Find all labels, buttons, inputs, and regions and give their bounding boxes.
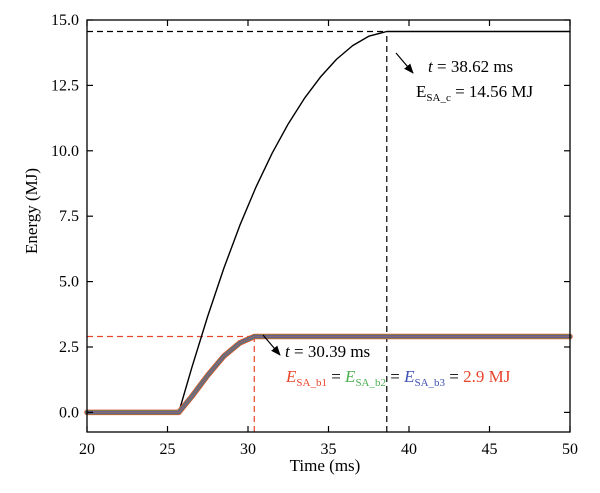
y-tick-label: 10.0 (51, 143, 79, 160)
x-tick-label: 50 (562, 441, 578, 458)
y-tick-label: 5.0 (59, 274, 79, 291)
axes-group: 20 25 30 35 40 45 50 0.0 2.5 5.0 7.5 10.0 12.5 15.0 (51, 12, 578, 458)
x-tick-label: 35 (321, 441, 337, 458)
y-tick-label: 7.5 (59, 208, 79, 225)
y-tick-label: 2.5 (59, 339, 79, 356)
y-tick-label: 0.0 (59, 404, 79, 421)
annotation-arrow-black (395, 52, 414, 74)
annotation-red-time: t = 30.39 ms (285, 342, 370, 361)
series-line-0 (86, 30, 571, 414)
x-tick-label: 30 (240, 441, 256, 458)
x-tick-label: 40 (401, 441, 417, 458)
x-tick-label: 45 (482, 441, 498, 458)
x-axis-label: Time (ms) (290, 456, 361, 475)
annotation-black-energy: ESA_c = 14.56 MJ (416, 82, 534, 104)
annotation-black-time: t = 38.62 ms (428, 57, 513, 76)
x-tick-label: 20 (79, 441, 95, 458)
y-tick-label: 15.0 (51, 12, 79, 29)
series-group (84, 30, 573, 416)
y-tick-label: 12.5 (51, 77, 79, 94)
annotation-arrow-red (262, 334, 281, 356)
x-tick-label: 25 (160, 441, 176, 458)
reference-lines (87, 30, 388, 432)
annotation-red-energy: ESA_b1 = ESA_b2 = ESA_b3 = 2.9 MJ (285, 367, 511, 389)
series-line-4 (86, 335, 571, 414)
y-axis-label: Energy (MJ) (22, 168, 41, 254)
